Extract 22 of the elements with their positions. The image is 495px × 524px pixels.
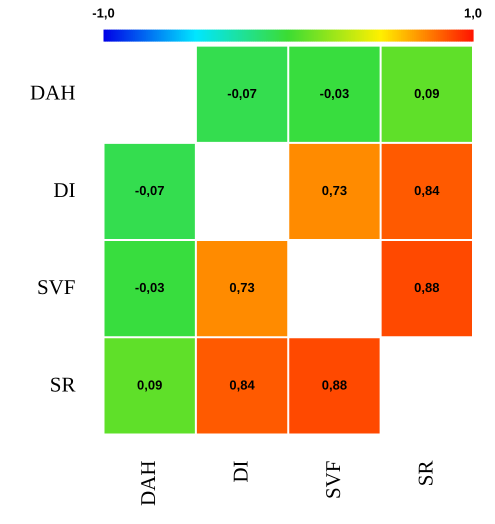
data-label: 0,84	[229, 377, 256, 392]
y-tick-label: DI	[53, 178, 76, 202]
x-tick-label: DI	[228, 460, 253, 483]
data-label: 0,88	[414, 280, 440, 296]
data-label: -0,07	[134, 183, 165, 198]
x-tick-label: SVF	[320, 460, 345, 500]
data-label: -0,03	[134, 280, 165, 296]
data-label: 0,73	[229, 280, 255, 296]
data-label: 0,09	[137, 377, 162, 392]
x-tick-label: SR	[413, 460, 438, 486]
data-label: -0,03	[320, 86, 350, 101]
y-tick-label: DAH	[30, 80, 76, 105]
y-tick-label: SR	[50, 372, 76, 396]
y-tick-label: SVF	[36, 275, 76, 300]
data-label: 0,73	[322, 183, 348, 198]
color-bar-label: -1,0	[92, 5, 115, 20]
data-label: 0,09	[414, 86, 440, 101]
x-tick-label: DAH	[136, 460, 160, 506]
data-label: 0,88	[322, 377, 348, 392]
data-label: -0,07	[227, 86, 257, 101]
color-bar-label: 1,0	[464, 5, 482, 20]
data-label: 0,84	[414, 183, 440, 198]
